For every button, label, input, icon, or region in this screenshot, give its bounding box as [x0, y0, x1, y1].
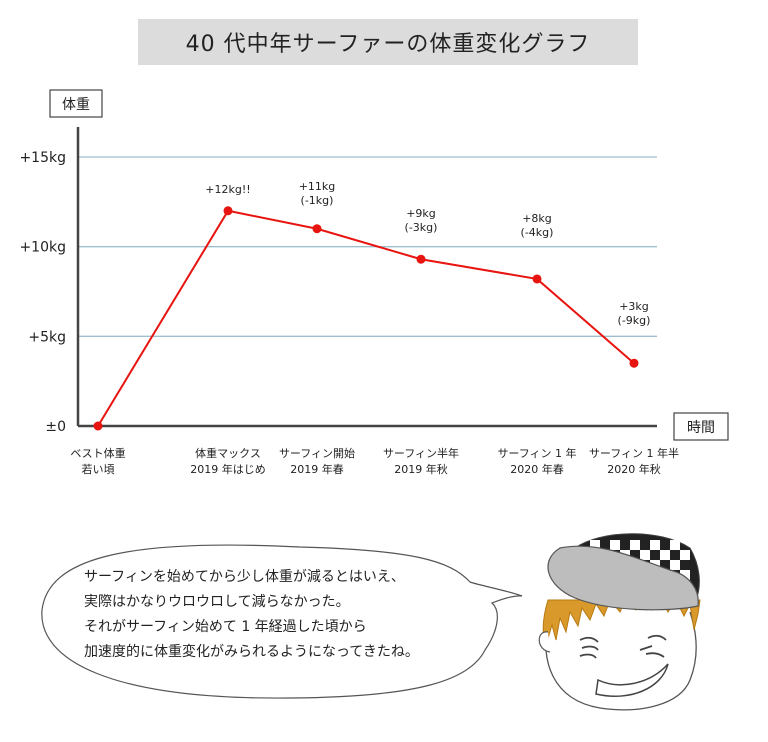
- speech-line: 実際はかなりウロウロして減らなかった。: [84, 594, 350, 610]
- left-eye: [579, 636, 599, 659]
- surfer-character: [538, 533, 701, 711]
- data-label: (-1kg): [301, 194, 334, 207]
- x-axis-title-box: [673, 412, 729, 441]
- data-labels: +12kg!! +11kg(-1kg) +9kg(-3kg) +8kg(-4kg) +3…: [205, 180, 650, 327]
- x-tick-label: 2019 年秋: [394, 462, 448, 476]
- data-point: [532, 274, 542, 284]
- x-tick-label: 2019 年はじめ: [190, 462, 266, 476]
- y-axis-title-box: [49, 89, 103, 118]
- series-weight: [93, 206, 639, 431]
- data-point: [312, 224, 322, 234]
- y-tick-label: +5kg: [28, 329, 66, 345]
- grid-lines: [78, 156, 657, 337]
- speech-line: サーフィンを始めてから少し体重が減るとはいえ、: [84, 569, 405, 585]
- data-label: (-3kg): [405, 221, 438, 234]
- speech-line: 加速度的に体重変化がみられるようになってきたね。: [84, 644, 419, 660]
- x-axis-title: 時間: [687, 420, 715, 436]
- data-point: [416, 254, 426, 264]
- x-tick-label: 体重マックス: [195, 446, 261, 460]
- chart-title: 40 代中年サーファーの体重変化グラフ: [138, 19, 638, 65]
- data-point: [223, 206, 233, 216]
- x-tick-label: サーフィン 1 年半: [589, 446, 679, 460]
- x-tick-label: サーフィン 1 年: [497, 446, 576, 460]
- x-tick-label: 2020 年春: [510, 462, 564, 476]
- x-tick-label: 2019 年春: [290, 462, 344, 476]
- data-label: (-4kg): [521, 226, 554, 239]
- axes: [76, 127, 657, 428]
- data-label: +12kg!!: [205, 183, 250, 196]
- x-tick-label: 若い頃: [82, 463, 115, 476]
- data-label: +8kg: [522, 212, 552, 225]
- data-point: [93, 421, 103, 431]
- cap-brim: [547, 545, 699, 611]
- ear: [538, 631, 551, 653]
- speech-text: サーフィンを始めてから少し体重が減るとはいえ、 実際はかなりウロウロして減らなか…: [84, 565, 419, 665]
- x-tick-label: サーフィン半年: [383, 446, 459, 460]
- data-label: +3kg: [619, 300, 649, 313]
- data-point: [629, 358, 639, 368]
- data-label: +11kg: [299, 180, 336, 193]
- right-eye: [639, 634, 667, 658]
- x-tick-label: ベスト体重: [70, 446, 125, 460]
- speech-bubble: [41, 544, 523, 699]
- y-tick-labels: ±0 +5kg +10kg +15kg: [19, 150, 66, 435]
- x-tick-label: 2020 年秋: [607, 462, 661, 476]
- data-label: +9kg: [406, 207, 436, 220]
- y-tick-label: +10kg: [19, 240, 66, 256]
- y-tick-label: ±0: [45, 419, 66, 435]
- data-label: (-9kg): [618, 314, 651, 327]
- y-tick-label: +15kg: [19, 150, 66, 166]
- x-tick-label: サーフィン開始: [279, 446, 355, 460]
- series-line: [97, 209, 635, 427]
- mouth: [595, 663, 669, 698]
- y-axis-title: 体重: [62, 97, 90, 113]
- speech-line: それがサーフィン始めて 1 年経過した頃から: [84, 619, 367, 635]
